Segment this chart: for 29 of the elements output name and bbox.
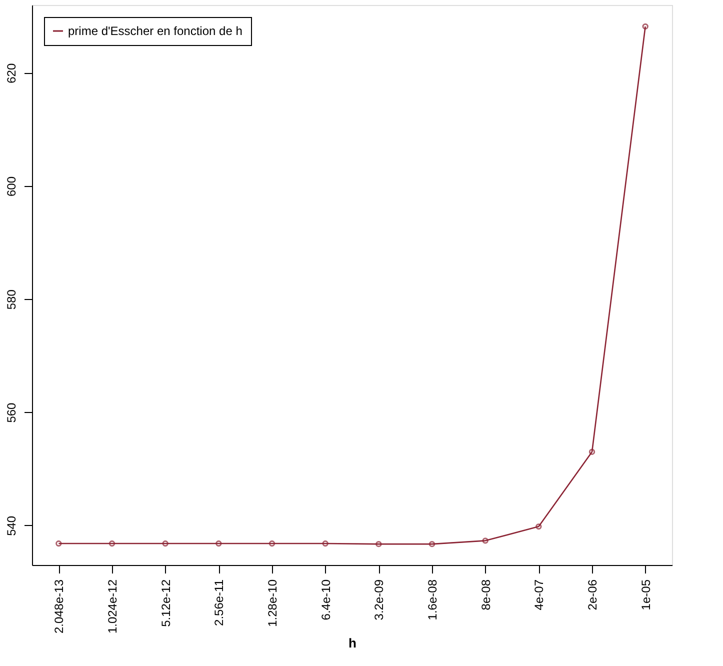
point	[162, 540, 168, 547]
legend-label: prime d'Esscher en fonction de h	[68, 24, 242, 38]
x-tick-label: 3.2e-09	[372, 579, 386, 620]
x-tick-label: 2e-06	[586, 579, 600, 610]
point	[216, 540, 222, 547]
point	[322, 540, 328, 547]
point	[588, 448, 596, 455]
point	[376, 540, 382, 548]
point	[428, 540, 436, 548]
y-tick-label: 560	[4, 402, 18, 423]
y-tick-label: 620	[4, 63, 18, 84]
y-tick-label: 600	[4, 176, 18, 197]
x-axis-title: h	[348, 636, 357, 651]
point	[482, 538, 488, 544]
x-tick-label: 2.56e-11	[212, 579, 226, 626]
x-tick-label: 2.048e-13	[52, 579, 66, 634]
point	[268, 540, 276, 547]
x-tick-label: 1e-05	[638, 579, 653, 610]
x-tick-label: 1.28e-10	[266, 579, 280, 627]
y-tick-label: 540	[4, 516, 18, 536]
x-tick-label: 6.4e-10	[318, 579, 333, 620]
y-tick-label: 580	[4, 289, 18, 310]
x-tick-label: 1.024e-12	[106, 579, 120, 634]
point	[536, 523, 542, 530]
x-tick-label: 4e-07	[532, 579, 546, 610]
x-tick-label: 5.12e-12	[158, 579, 173, 627]
point	[108, 540, 116, 547]
x-tick-label: 8e-08	[478, 579, 493, 610]
x-tick-label: 1.6e-08	[426, 579, 440, 620]
